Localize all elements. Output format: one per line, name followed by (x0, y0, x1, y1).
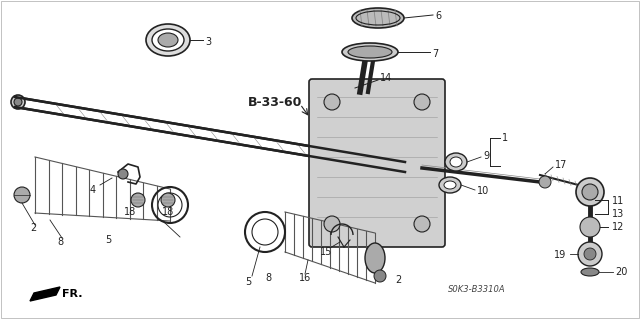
Text: 19: 19 (554, 250, 566, 260)
Ellipse shape (444, 181, 456, 189)
Text: 6: 6 (435, 11, 441, 21)
Text: 1: 1 (502, 133, 508, 143)
Text: 11: 11 (612, 196, 624, 206)
Circle shape (131, 193, 145, 207)
Text: 8: 8 (265, 273, 271, 283)
Text: 2: 2 (30, 223, 36, 233)
Ellipse shape (365, 243, 385, 273)
Ellipse shape (352, 8, 404, 28)
Ellipse shape (581, 268, 599, 276)
Text: 15: 15 (320, 247, 332, 257)
Text: 7: 7 (432, 49, 438, 59)
Circle shape (374, 270, 386, 282)
Circle shape (414, 94, 430, 110)
Circle shape (118, 169, 128, 179)
Text: 12: 12 (612, 222, 625, 232)
FancyBboxPatch shape (309, 79, 445, 247)
Circle shape (576, 178, 604, 206)
Text: 2: 2 (395, 275, 401, 285)
Circle shape (324, 94, 340, 110)
Text: S0K3-B3310A: S0K3-B3310A (448, 286, 506, 294)
Text: 8: 8 (57, 237, 63, 247)
Circle shape (324, 216, 340, 232)
Circle shape (14, 187, 30, 203)
Text: 10: 10 (477, 186, 489, 196)
Circle shape (414, 216, 430, 232)
Ellipse shape (342, 43, 398, 61)
Text: 16: 16 (299, 273, 311, 283)
Text: 20: 20 (615, 267, 627, 277)
Text: 5: 5 (245, 277, 251, 287)
Ellipse shape (146, 24, 190, 56)
Text: 18: 18 (124, 207, 136, 217)
Text: 17: 17 (555, 160, 568, 170)
Text: 4: 4 (90, 185, 96, 195)
Polygon shape (30, 287, 60, 301)
Circle shape (580, 217, 600, 237)
Circle shape (161, 193, 175, 207)
Text: 3: 3 (205, 37, 211, 47)
Ellipse shape (152, 29, 184, 51)
Ellipse shape (14, 98, 22, 106)
Ellipse shape (11, 95, 25, 109)
Text: B-33-60: B-33-60 (248, 95, 302, 108)
Text: 9: 9 (483, 151, 489, 161)
Ellipse shape (445, 153, 467, 171)
Text: 5: 5 (105, 235, 111, 245)
Circle shape (582, 184, 598, 200)
Circle shape (539, 176, 551, 188)
Text: 14: 14 (380, 73, 392, 83)
Text: 18: 18 (162, 207, 174, 217)
Ellipse shape (450, 157, 462, 167)
Circle shape (578, 242, 602, 266)
Text: FR.: FR. (62, 289, 83, 299)
Ellipse shape (158, 33, 178, 47)
Ellipse shape (439, 177, 461, 193)
Ellipse shape (348, 46, 392, 58)
Text: 13: 13 (612, 209, 624, 219)
Circle shape (584, 248, 596, 260)
